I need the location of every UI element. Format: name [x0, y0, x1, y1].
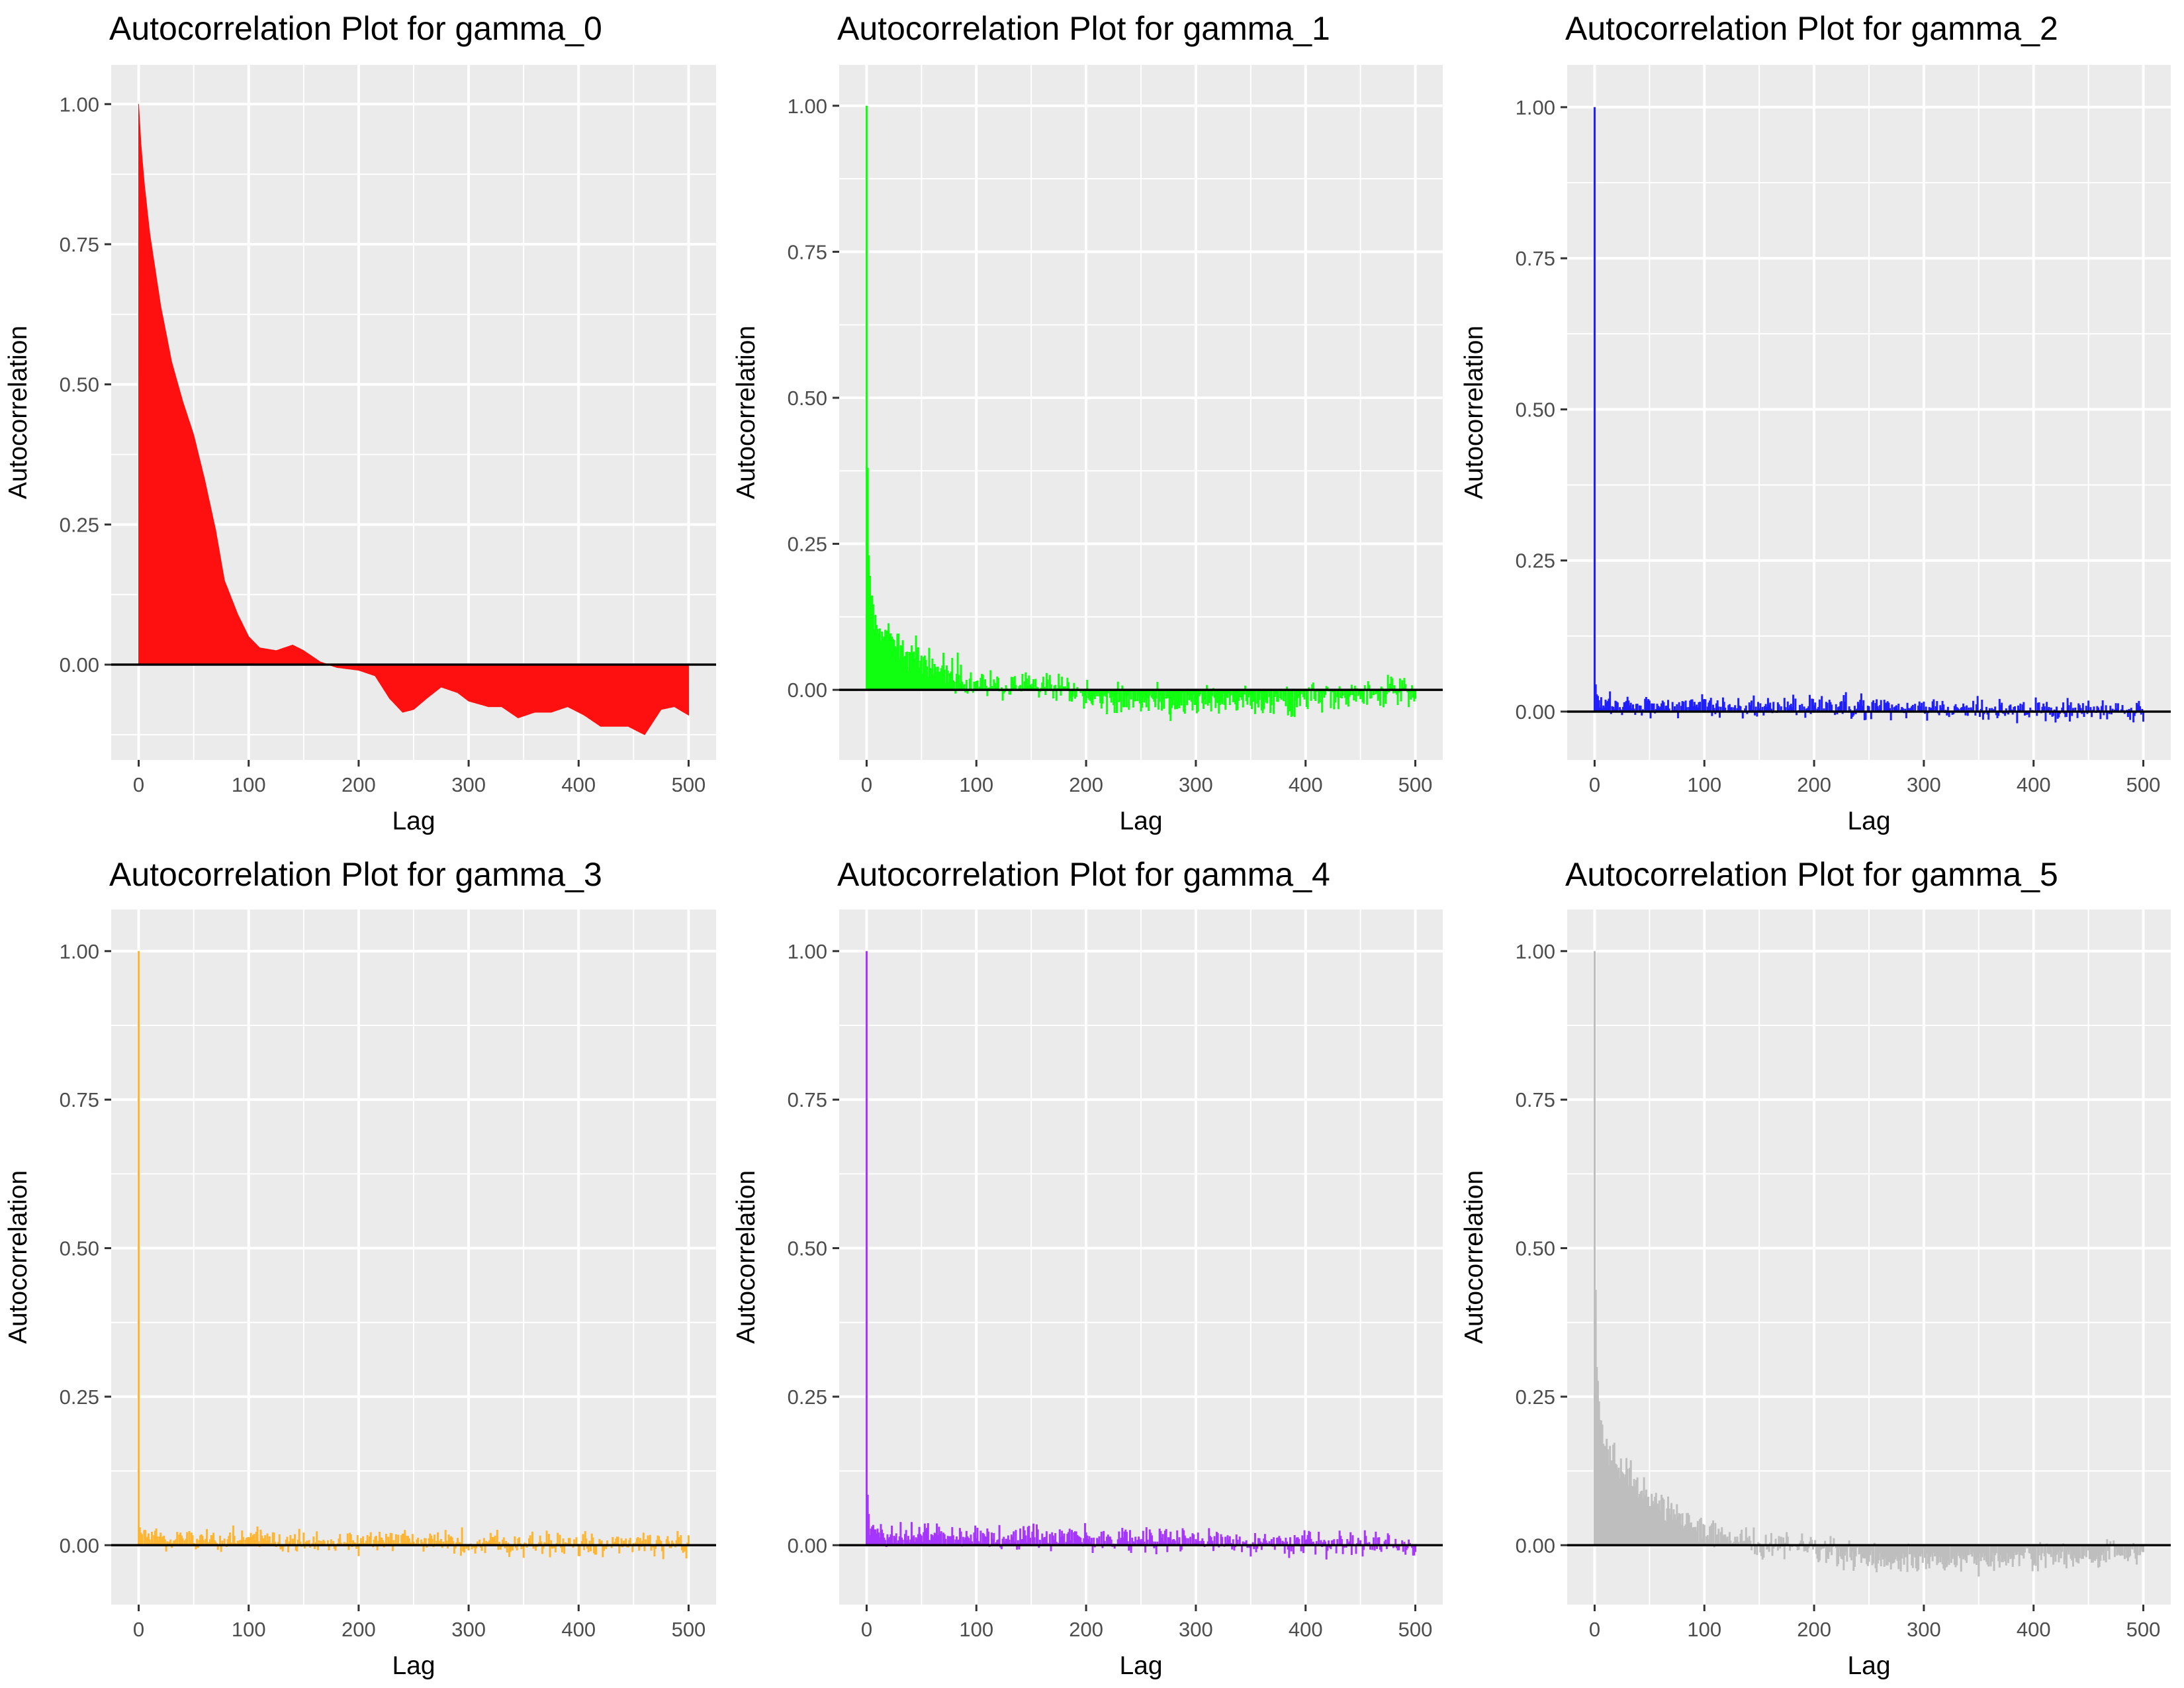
x-tick-label: 400 [561, 1618, 596, 1641]
x-axis-label: Lag [1119, 807, 1162, 835]
x-tick-label: 0 [861, 773, 872, 796]
y-tick-label: 0.75 [788, 1088, 827, 1111]
y-tick-label: 0.00 [788, 1534, 827, 1557]
y-tick-label: 0.25 [1516, 1385, 1555, 1409]
chart-panel-4: 0 100 200 300 400 500 0.00 0.25 0.50 0.75 1.00 Lag A… [732, 856, 1443, 1680]
y-tick-label: 0.00 [60, 653, 99, 677]
y-tick-label: 0.25 [60, 1385, 99, 1409]
chart-title: Autocorrelation Plot for gamma_3 [109, 856, 602, 893]
x-axis-label: Lag [1847, 807, 1890, 835]
x-tick-label: 300 [1179, 773, 1213, 796]
y-tick-label: 0.00 [1516, 1534, 1555, 1557]
x-tick-label: 0 [133, 773, 144, 796]
x-tick-label: 0 [1589, 773, 1600, 796]
x-tick-label: 200 [1797, 773, 1831, 796]
y-tick-label: 0.75 [60, 233, 99, 256]
y-tick-label: 1.00 [60, 93, 99, 116]
x-axis-label: Lag [392, 807, 435, 835]
x-tick-label: 500 [1398, 1618, 1433, 1641]
y-tick-label: 0.75 [788, 240, 827, 263]
y-axis-label: Autocorrelation [4, 326, 32, 499]
x-tick-label: 100 [959, 773, 993, 796]
chart-title: Autocorrelation Plot for gamma_4 [837, 856, 1330, 893]
x-tick-label: 300 [1179, 1618, 1213, 1641]
x-tick-label: 200 [1069, 1618, 1103, 1641]
chart-panel-2: 0 100 200 300 400 500 0.00 0.25 0.50 0.75 1.00 Lag A… [1460, 10, 2171, 835]
x-tick-label: 200 [341, 773, 376, 796]
x-tick-label: 300 [1907, 773, 1941, 796]
x-tick-label: 100 [1687, 773, 1721, 796]
chart-panel-3: 0 100 200 300 400 500 0.00 0.25 0.50 0.75 1.00 Lag A… [4, 856, 716, 1680]
chart-panel-5: 0 100 200 300 400 500 0.00 0.25 0.50 0.75 1.00 Lag A… [1460, 856, 2171, 1680]
x-tick-label: 200 [1069, 773, 1103, 796]
x-tick-label: 0 [133, 1618, 144, 1641]
x-tick-label: 400 [2017, 1618, 2051, 1641]
y-tick-label: 1.00 [788, 95, 827, 118]
x-tick-label: 400 [1289, 1618, 1323, 1641]
y-tick-label: 1.00 [1516, 940, 1555, 963]
chart-panel-0: 0 100 200 300 400 500 0.00 0.25 0.50 0.75 1.00 Lag A… [4, 10, 716, 835]
y-tick-label: 0.75 [1516, 1088, 1555, 1111]
x-axis-label: Lag [1847, 1652, 1890, 1680]
x-tick-label: 300 [451, 1618, 486, 1641]
x-tick-label: 500 [672, 773, 706, 796]
y-tick-label: 0.25 [788, 1385, 827, 1409]
y-tick-label: 1.00 [788, 940, 827, 963]
y-tick-label: 0.25 [1516, 549, 1555, 573]
chart-title: Autocorrelation Plot for gamma_1 [837, 10, 1330, 47]
y-axis-label: Autocorrelation [1460, 326, 1488, 499]
x-tick-label: 200 [341, 1618, 376, 1641]
y-axis-label: Autocorrelation [4, 1170, 32, 1344]
x-tick-label: 0 [861, 1618, 872, 1641]
x-tick-label: 100 [959, 1618, 993, 1641]
x-tick-label: 100 [232, 773, 266, 796]
x-tick-label: 300 [1907, 1618, 1941, 1641]
y-tick-label: 0.00 [1516, 700, 1555, 724]
y-axis-label: Autocorrelation [732, 326, 760, 499]
y-tick-label: 0.50 [60, 373, 99, 397]
y-axis-label: Autocorrelation [1460, 1170, 1488, 1344]
x-tick-label: 500 [672, 1618, 706, 1641]
x-tick-label: 0 [1589, 1618, 1600, 1641]
x-tick-label: 200 [1797, 1618, 1831, 1641]
y-tick-label: 0.50 [788, 1237, 827, 1260]
x-tick-label: 500 [2126, 773, 2161, 796]
y-tick-label: 1.00 [60, 940, 99, 963]
x-tick-label: 300 [451, 773, 486, 796]
y-tick-label: 0.50 [788, 387, 827, 410]
y-tick-label: 0.50 [1516, 398, 1555, 421]
y-tick-label: 0.00 [60, 1534, 99, 1557]
chart-title: Autocorrelation Plot for gamma_0 [109, 10, 602, 47]
y-tick-label: 0.25 [60, 513, 99, 536]
x-tick-label: 500 [2126, 1618, 2161, 1641]
y-tick-label: 0.00 [788, 679, 827, 702]
x-tick-label: 500 [1398, 773, 1433, 796]
y-tick-label: 0.75 [1516, 247, 1555, 270]
chart-title: Autocorrelation Plot for gamma_5 [1565, 856, 2058, 893]
y-tick-label: 0.75 [60, 1088, 99, 1111]
x-tick-label: 400 [2017, 773, 2051, 796]
y-tick-label: 0.25 [788, 533, 827, 556]
y-tick-label: 1.00 [1516, 96, 1555, 119]
acf-bars-series [138, 104, 690, 735]
y-tick-label: 0.50 [60, 1237, 99, 1260]
x-tick-label: 400 [1289, 773, 1323, 796]
x-tick-label: 400 [561, 773, 596, 796]
y-axis-label: Autocorrelation [732, 1170, 760, 1344]
x-tick-label: 100 [1687, 1618, 1721, 1641]
x-axis-label: Lag [1119, 1652, 1162, 1680]
chart-panel-1: 0 100 200 300 400 500 0.00 0.25 0.50 0.75 1.00 Lag A… [732, 10, 1443, 835]
x-tick-label: 100 [232, 1618, 266, 1641]
chart-title: Autocorrelation Plot for gamma_2 [1565, 10, 2058, 47]
x-axis-label: Lag [392, 1652, 435, 1680]
y-tick-label: 0.50 [1516, 1237, 1555, 1260]
